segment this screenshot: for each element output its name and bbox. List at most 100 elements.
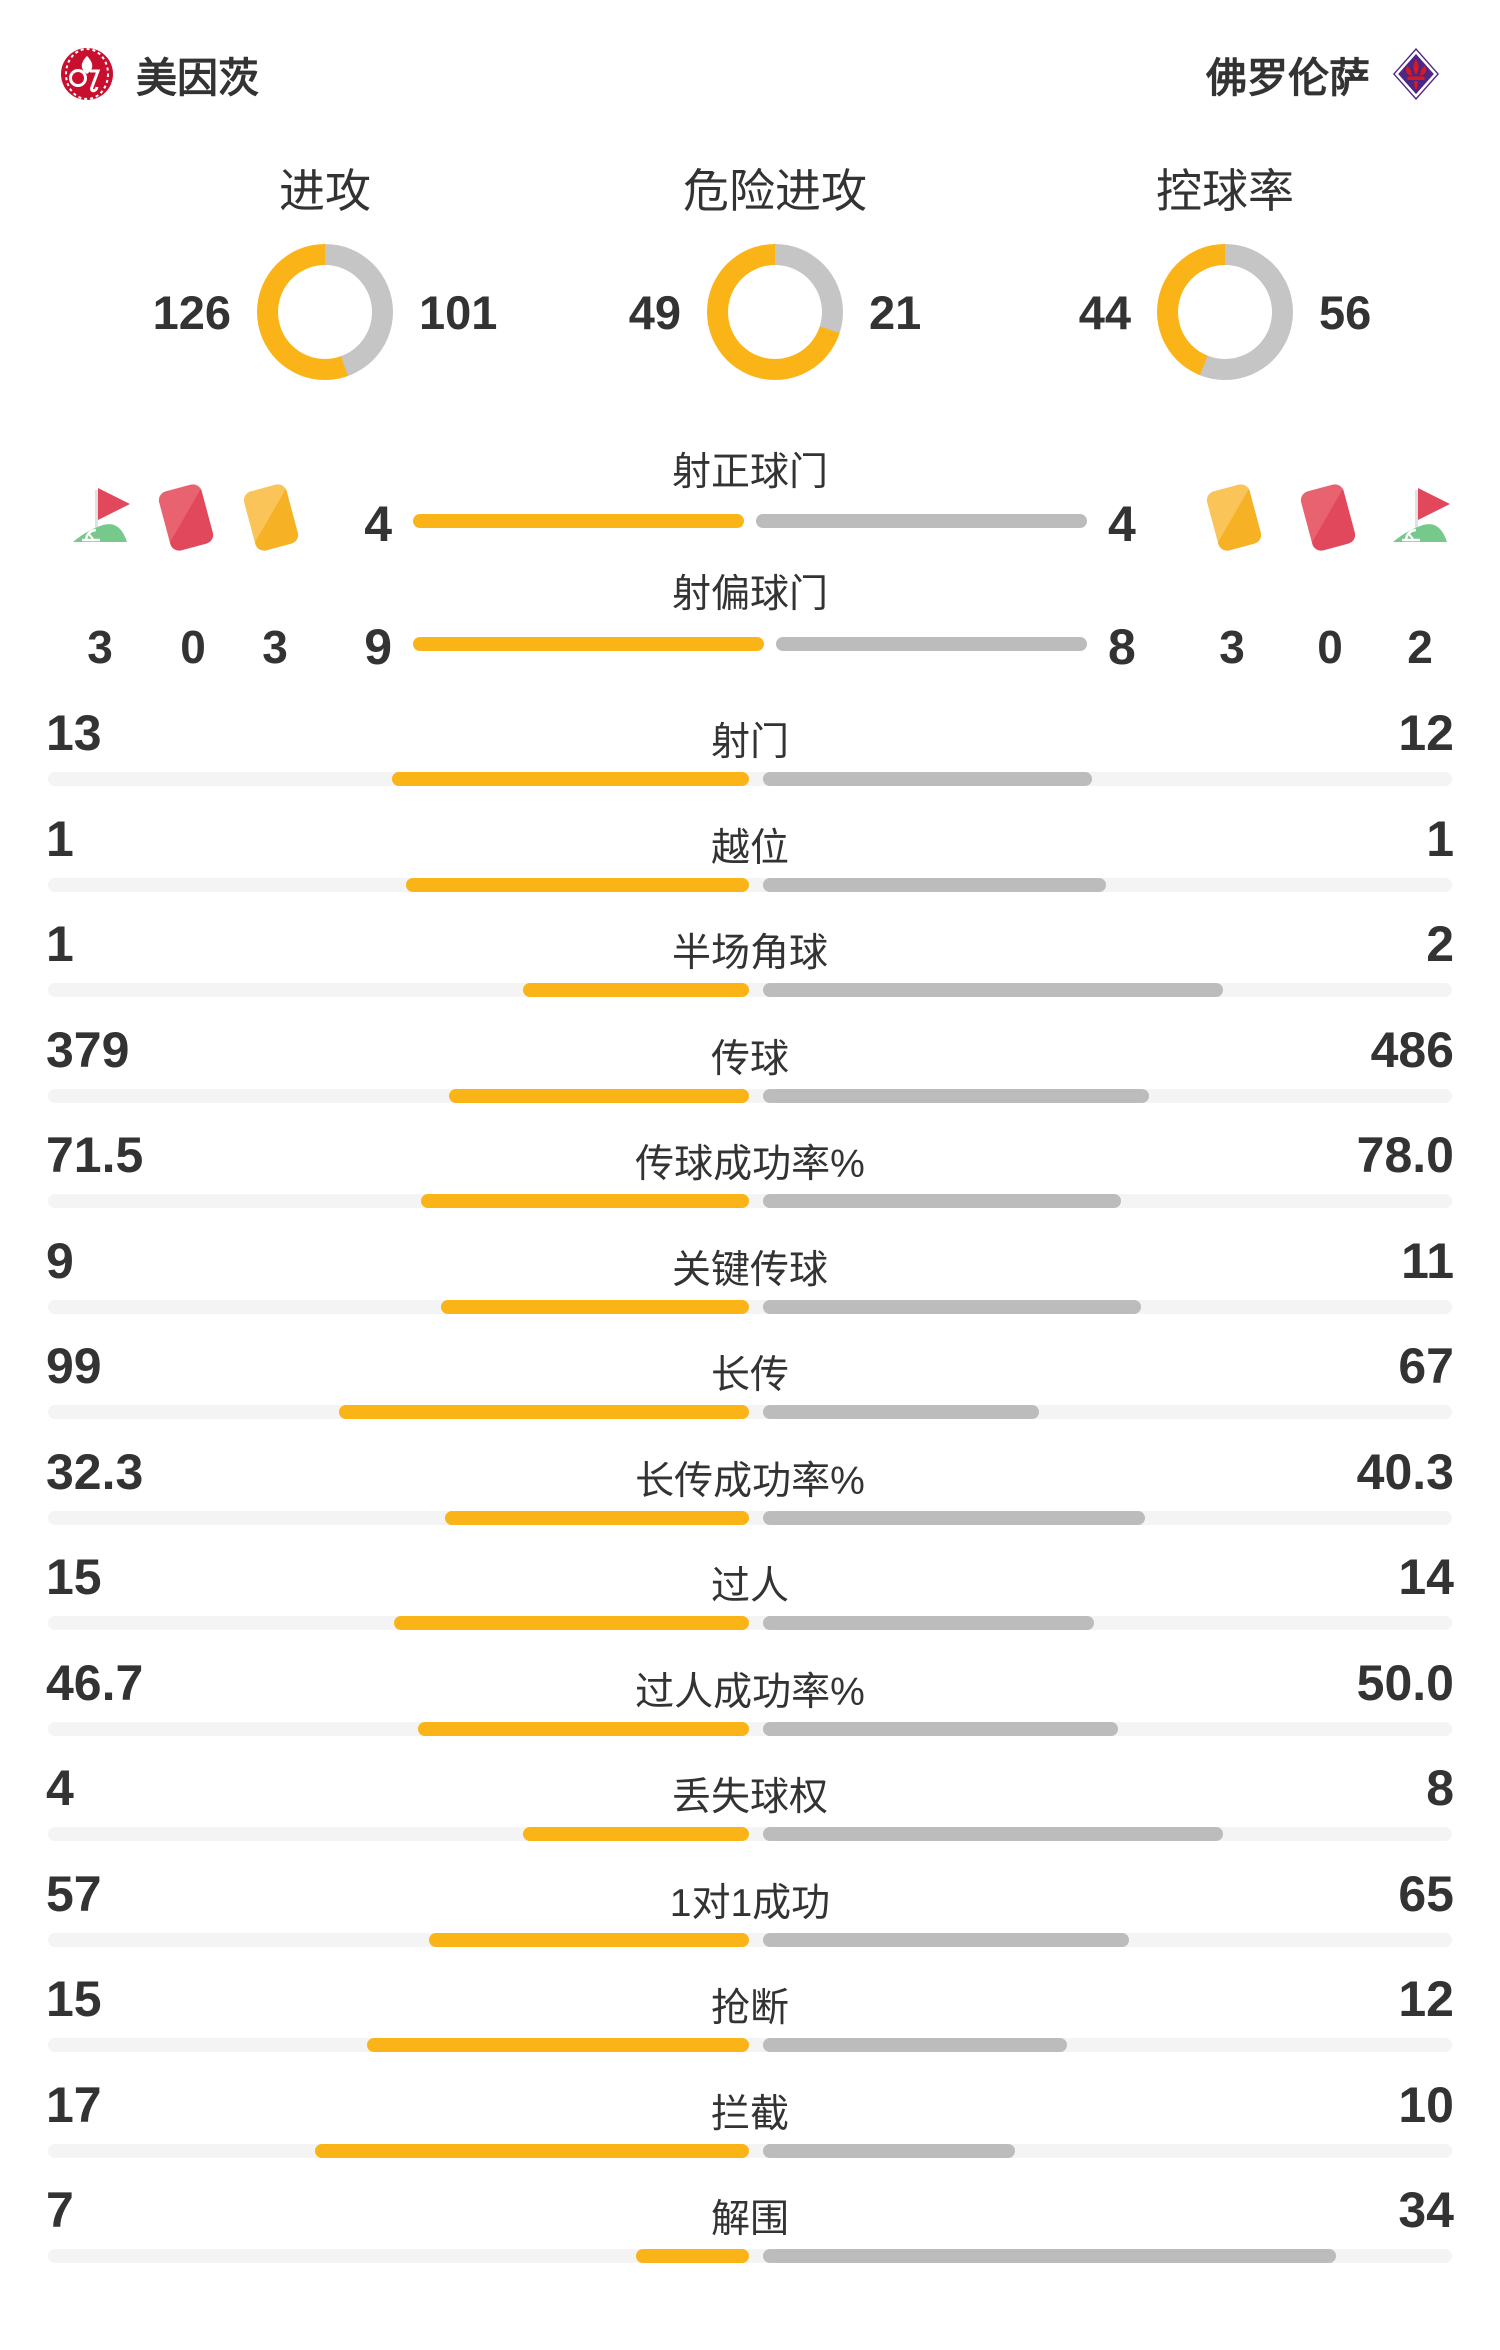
- stat-away-bar: [763, 1299, 1141, 1314]
- stat-row: 32.3 长传成功率% 40.3: [0, 1429, 1500, 1535]
- shots-on-target-away-bar: [756, 514, 1087, 528]
- stat-away-bar: [763, 2249, 1336, 2263]
- shots-off-target-home: 9: [364, 619, 392, 675]
- away-red-card-icon: [1298, 482, 1358, 553]
- home-team: 美因茨: [60, 44, 259, 104]
- stat-away-bar: [763, 1827, 1223, 1841]
- stat-away-bar: [763, 1405, 1039, 1419]
- stats-list: 13 射门 12 1 越位 1 1 半场角球 2 379 传球 486 71.5…: [0, 690, 1500, 2273]
- stat-home-value: 379: [46, 1021, 130, 1078]
- shots-off-target-bar: [413, 637, 1087, 651]
- stat-row: 7 解围 34: [0, 2167, 1500, 2273]
- stat-label: 长传成功率%: [635, 1459, 865, 1503]
- stat-away-bar: [763, 1616, 1094, 1630]
- stat-away-value: 1: [1426, 810, 1454, 867]
- stat-label: 传球成功率%: [635, 1143, 865, 1186]
- stat-track: [48, 772, 1452, 786]
- stat-away-value: 67: [1398, 1338, 1454, 1394]
- dangerous-attack-home-value: 49: [628, 285, 681, 339]
- stat-away-bar: [763, 2143, 1015, 2158]
- stat-away-bar: [763, 1932, 1129, 1947]
- stat-row: 15 抢断 12: [0, 1956, 1500, 2062]
- stat-away-value: 10: [1398, 2076, 1454, 2133]
- stat-home-value: 15: [46, 1971, 102, 2027]
- stat-home-value: 17: [46, 2076, 102, 2133]
- home-yellow-cards-count: 3: [262, 621, 288, 673]
- donut-charts-row: 进攻 126 101 危险进攻 49 21 控球率 44 56: [100, 160, 1450, 380]
- chart-dangerous-attack-title: 危险进攻: [683, 165, 867, 217]
- stat-row: 15 过人 14: [0, 1534, 1500, 1640]
- away-team: 佛罗伦萨: [1206, 44, 1440, 104]
- fiorentina-logo-icon: [1393, 48, 1439, 100]
- stat-row: 379 传球 486: [0, 1007, 1500, 1113]
- stat-label: 过人成功率%: [635, 1670, 865, 1714]
- mainz-logo-icon: [61, 48, 113, 100]
- stat-home-value: 1: [46, 916, 74, 972]
- possession-home-value: 44: [1078, 285, 1131, 339]
- shots-off-target-label: 射偏球门: [671, 573, 828, 616]
- stat-away-bar: [763, 1194, 1121, 1208]
- attack-home-value: 126: [152, 285, 231, 339]
- stat-home-value: 57: [46, 1865, 102, 1922]
- stat-track: [48, 1299, 1452, 1314]
- chart-attack: 进攻 126 101: [100, 160, 550, 380]
- stat-home-bar: [421, 1194, 749, 1208]
- stat-label: 过人: [710, 1565, 789, 1608]
- stat-away-value: 40.3: [1356, 1443, 1454, 1500]
- stat-label: 长传: [710, 1354, 789, 1397]
- stat-away-value: 14: [1398, 1549, 1454, 1605]
- shots-on-target-bar: [413, 514, 1087, 528]
- stat-away-value: 78.0: [1356, 1127, 1454, 1183]
- away-red-cards-count: 0: [1317, 621, 1343, 673]
- teams-header: 美因茨 佛罗伦萨: [60, 42, 1440, 106]
- stat-track: [48, 1088, 1452, 1103]
- home-corners-count: 3: [87, 621, 113, 673]
- stat-home-bar: [339, 1405, 749, 1419]
- stat-home-value: 7: [46, 2182, 74, 2238]
- stat-home-bar: [392, 772, 749, 786]
- shots-off-target-away: 8: [1108, 619, 1136, 675]
- stat-row: 57 1对1成功 65: [0, 1851, 1500, 1957]
- stat-label: 1对1成功: [669, 1881, 831, 1925]
- shots-on-target-away: 4: [1108, 496, 1136, 552]
- stat-home-bar: [418, 1721, 749, 1736]
- stat-home-bar: [523, 983, 749, 997]
- away-corner-flag-icon: [1393, 488, 1450, 542]
- shots-on-target-home: 4: [364, 496, 392, 552]
- away-yellow-cards-count: 3: [1219, 621, 1245, 673]
- stat-row: 46.7 过人成功率% 50.0: [0, 1640, 1500, 1746]
- attack-away-value: 101: [419, 285, 498, 339]
- stat-track: [48, 877, 1452, 892]
- home-team-name: 美因茨: [136, 55, 259, 101]
- stat-home-value: 4: [46, 1760, 74, 1816]
- chart-attack-title: 进攻: [279, 165, 371, 217]
- stat-row: 99 长传 67: [0, 1323, 1500, 1429]
- stat-home-value: 9: [46, 1232, 74, 1289]
- stat-away-bar: [763, 983, 1223, 997]
- stat-home-bar: [441, 1299, 749, 1314]
- stat-away-value: 12: [1398, 1971, 1454, 2027]
- stat-home-bar: [394, 1616, 749, 1630]
- stat-home-bar: [445, 1510, 749, 1525]
- away-yellow-card-icon: [1204, 482, 1264, 553]
- away-corners-count: 2: [1407, 621, 1433, 673]
- stat-home-bar: [315, 2143, 749, 2158]
- stat-away-bar: [763, 877, 1106, 892]
- stat-away-value: 34: [1398, 2182, 1454, 2238]
- stat-track: [48, 1510, 1452, 1525]
- stat-row: 9 关键传球 11: [0, 1218, 1500, 1324]
- stat-home-bar: [449, 1088, 749, 1103]
- stat-away-bar: [763, 1721, 1118, 1736]
- home-yellow-card-icon: [241, 482, 301, 553]
- stat-away-value: 8: [1426, 1760, 1454, 1816]
- shots-on-target-home-bar: [413, 514, 744, 528]
- stat-track: [48, 1721, 1452, 1736]
- attack-donut: [257, 244, 393, 380]
- stat-home-bar: [367, 2038, 749, 2052]
- stat-row: 1 越位 1: [0, 796, 1500, 902]
- stat-away-value: 2: [1426, 916, 1454, 972]
- stat-row: 17 拦截 10: [0, 2062, 1500, 2168]
- home-corner-flag-icon: [73, 488, 130, 542]
- stat-label: 丢失球权: [671, 1776, 828, 1819]
